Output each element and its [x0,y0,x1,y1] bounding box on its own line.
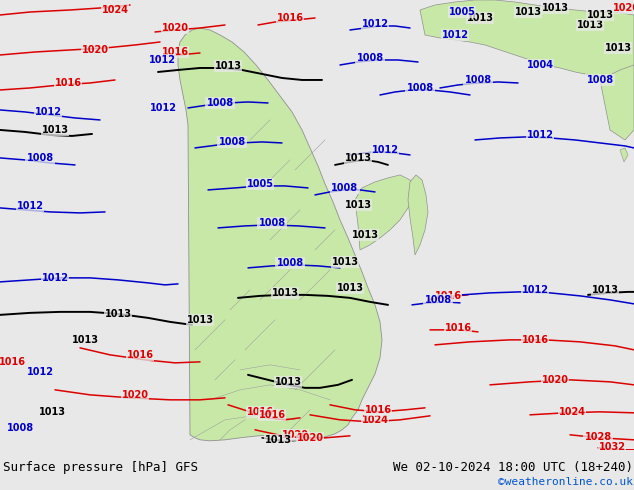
Text: 1013: 1013 [271,288,299,298]
Text: 1024: 1024 [101,5,129,15]
Text: 1024: 1024 [559,407,586,417]
Text: 1012: 1012 [148,55,176,65]
Text: 1013: 1013 [467,13,493,23]
Text: 1012: 1012 [41,273,68,283]
Text: 1012: 1012 [522,285,548,295]
Text: 1016: 1016 [162,47,188,57]
Text: 1013: 1013 [337,283,363,293]
Text: 1004: 1004 [526,60,553,70]
Text: 1008: 1008 [219,137,245,147]
Text: 1024: 1024 [361,415,389,425]
Text: 1020: 1020 [281,430,309,440]
Text: 1008: 1008 [207,98,233,108]
Polygon shape [600,65,634,140]
Text: 1005: 1005 [448,7,476,17]
Text: 1008: 1008 [276,258,304,268]
Text: 1020: 1020 [541,375,569,385]
Text: 1013: 1013 [344,153,372,163]
Text: 1032: 1032 [598,442,626,452]
Polygon shape [408,175,428,255]
Text: 1013: 1013 [39,407,65,417]
Text: Surface pressure [hPa] GFS: Surface pressure [hPa] GFS [3,461,198,474]
Text: 1013: 1013 [344,200,372,210]
Text: 1013: 1013 [105,309,131,319]
Text: 1020: 1020 [612,3,634,13]
Polygon shape [178,28,382,441]
Text: 1016: 1016 [55,78,82,88]
Text: 1020: 1020 [82,45,108,55]
Text: 1012: 1012 [34,107,61,117]
Text: 1016: 1016 [365,405,392,415]
Text: 1016: 1016 [276,13,304,23]
Text: 1016: 1016 [434,291,462,301]
Text: 1016: 1016 [0,357,25,367]
Text: 1020: 1020 [122,390,148,400]
Text: 1013: 1013 [332,257,358,267]
Text: 1013: 1013 [541,3,569,13]
Text: 1008: 1008 [27,153,53,163]
Text: 1008: 1008 [259,218,285,228]
Text: 1008: 1008 [356,53,384,63]
Text: 1020: 1020 [162,23,188,33]
Polygon shape [620,148,628,162]
Text: 1013: 1013 [592,285,619,295]
Text: 1012: 1012 [16,201,44,211]
Text: 1013: 1013 [214,61,242,71]
Text: 1016: 1016 [259,410,285,420]
Text: 1013: 1013 [264,435,292,445]
Text: 1012: 1012 [372,145,399,155]
Text: 1013: 1013 [72,335,98,345]
Text: 1013: 1013 [604,43,631,53]
Text: 1008: 1008 [586,75,614,85]
Text: 1016: 1016 [444,323,472,333]
Text: 1008: 1008 [332,183,359,193]
Text: 1013: 1013 [515,7,541,17]
Text: 1013: 1013 [351,230,378,240]
Text: 1028: 1028 [585,432,612,442]
Text: 1008: 1008 [465,75,491,85]
Text: 1008: 1008 [424,295,451,305]
Text: 1005: 1005 [247,179,273,189]
Text: We 02-10-2024 18:00 UTC (18+240): We 02-10-2024 18:00 UTC (18+240) [392,461,633,474]
Text: 1016: 1016 [522,335,548,345]
Text: ©weatheronline.co.uk: ©weatheronline.co.uk [498,477,633,487]
Text: 1013: 1013 [576,20,604,30]
Text: 1012: 1012 [27,367,53,377]
Text: 1013: 1013 [186,315,214,325]
Text: 1016: 1016 [127,350,153,360]
Text: 1013: 1013 [41,125,68,135]
Text: 1008: 1008 [6,423,34,433]
Polygon shape [355,175,415,250]
Text: 1012: 1012 [150,103,176,113]
Text: 1020: 1020 [297,433,323,443]
Text: 1008: 1008 [406,83,434,93]
Text: 1013: 1013 [275,377,302,387]
Text: 1016: 1016 [247,407,273,417]
Polygon shape [420,0,634,78]
Text: 1012: 1012 [441,30,469,40]
Text: 1013: 1013 [586,10,614,20]
Text: 1012: 1012 [361,19,389,29]
Text: 1012: 1012 [526,130,553,140]
